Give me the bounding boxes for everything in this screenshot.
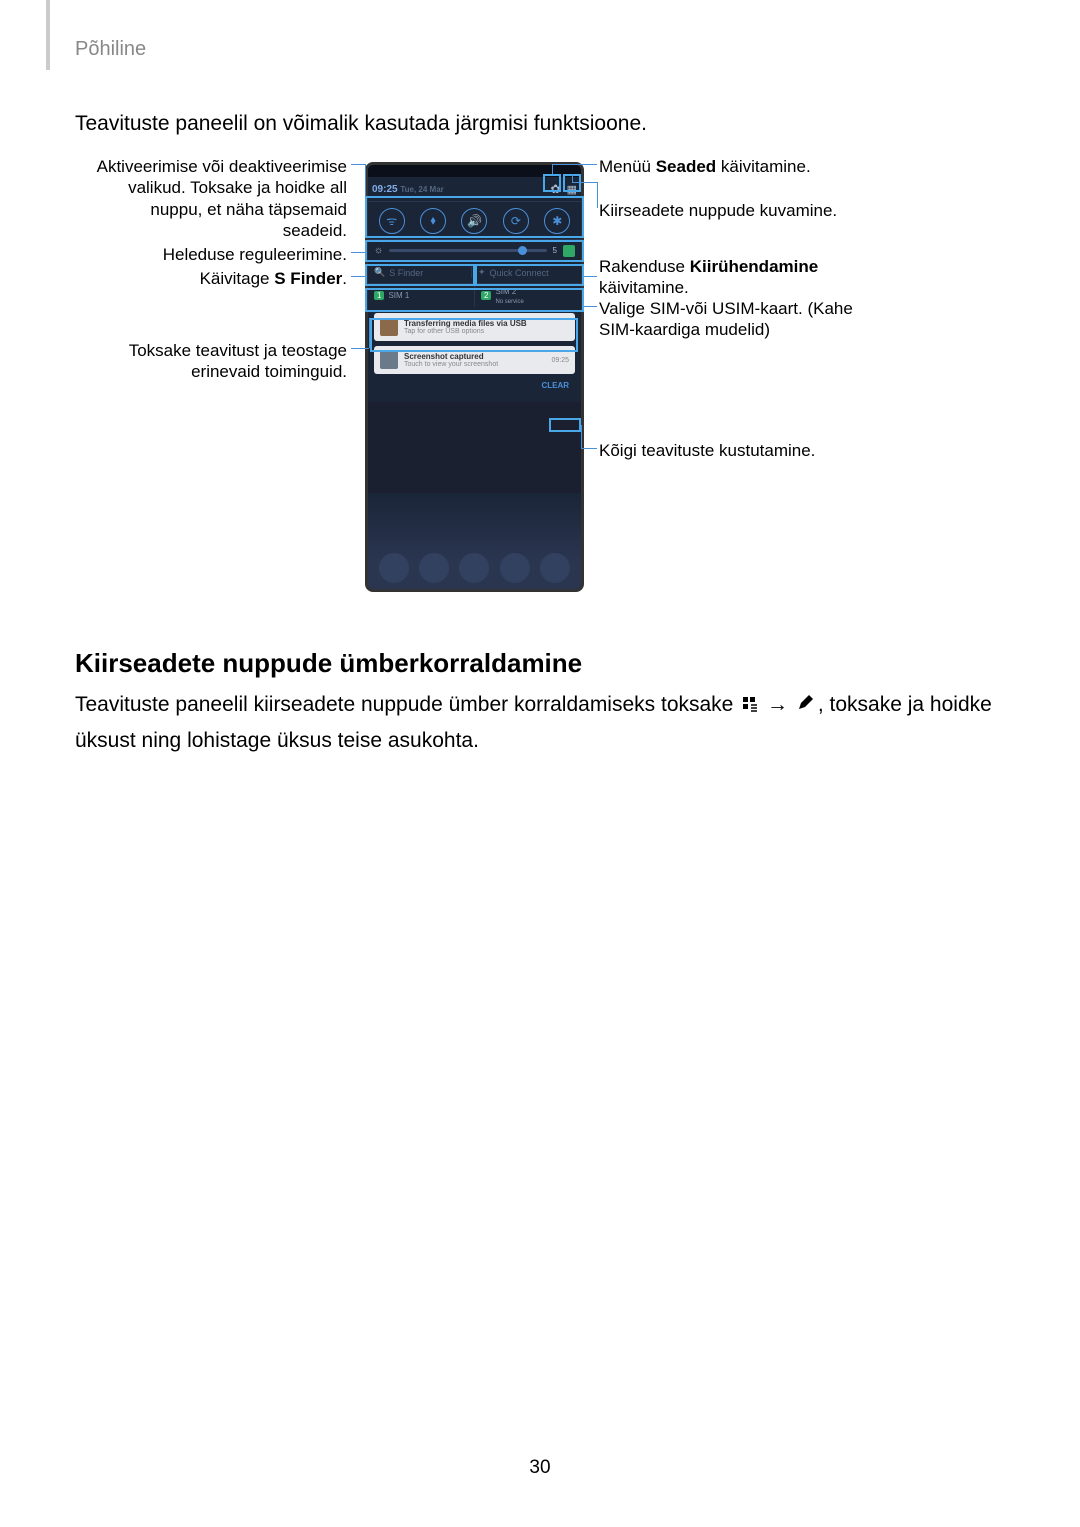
notif2-time: 09:25 — [551, 357, 569, 364]
header-rule — [46, 0, 50, 70]
location-icon: ⬧ — [420, 208, 446, 234]
search-icon: 🔍 — [374, 267, 385, 278]
browser-app-icon — [500, 553, 530, 583]
list-item: Transferring media files via USB Tap for… — [374, 313, 575, 341]
intro-text: Teavituste paneelil on võimalik kasutada… — [75, 112, 647, 136]
sfinder-row: 🔍 S Finder ✦ Quick Connect — [368, 261, 581, 283]
callout-sim-select: Valige SIM-või USIM-kaart. (Kahe SIM-kaa… — [599, 298, 979, 341]
callout-quicksettings-toggle: Aktiveerimise või deaktiveerimise valiku… — [75, 156, 347, 241]
quick-settings-row: ᯤ ⬧ 🔊 ⟳ ✱ — [368, 201, 581, 239]
messages-app-icon — [459, 553, 489, 583]
sim1-label: SIM 1 — [388, 291, 409, 300]
callout-quicksettings-show: Kiirseadete nuppude kuvamine. — [599, 200, 979, 221]
gear-icon: ✿ — [551, 182, 561, 196]
phone-app-icon — [379, 553, 409, 583]
usb-icon — [380, 318, 398, 336]
auto-brightness-check-icon — [563, 245, 575, 257]
page-number: 30 — [0, 1457, 1080, 1479]
sim2-badge: 2 — [481, 291, 491, 300]
home-dock — [368, 493, 581, 589]
brightness-icon: ☼ — [374, 245, 383, 256]
grid-edit-icon — [742, 688, 758, 724]
notification-list: Transferring media files via USB Tap for… — [368, 307, 581, 402]
rotate-icon: ⟳ — [503, 208, 529, 234]
notification-panel-diagram: 09:25 Tue, 24 Mar ✿ ▦ ᯤ ⬧ 🔊 ⟳ ✱ ☼ 5 � — [75, 150, 1005, 600]
callout-sfinder: Käivitage S Finder. — [75, 268, 347, 289]
notif1-title: Transferring media files via USB — [404, 319, 569, 328]
phone-time: 09:25 — [372, 184, 398, 195]
quickconnect-label: Quick Connect — [490, 268, 549, 278]
phone-mock: 09:25 Tue, 24 Mar ✿ ▦ ᯤ ⬧ 🔊 ⟳ ✱ ☼ 5 � — [365, 162, 584, 592]
sfinder-label: S Finder — [389, 268, 423, 278]
section-body: Teavituste paneelil kiirseadete nuppude … — [75, 687, 1005, 759]
header-section-label: Põhiline — [75, 38, 146, 61]
notif2-title: Screenshot captured — [404, 352, 545, 361]
clear-all: CLEAR — [374, 379, 575, 396]
sim2-sub: No service — [495, 299, 523, 305]
phone-date: Tue, 24 Mar — [400, 185, 443, 194]
sim2-label: SIM 2 — [495, 287, 516, 296]
list-item: Screenshot captured Touch to view your s… — [374, 346, 575, 374]
brightness-value: 5 — [553, 246, 557, 255]
grid-icon: ▦ — [567, 183, 577, 196]
sim1-badge: 1 — [374, 291, 384, 300]
screenshot-icon — [380, 351, 398, 369]
wifi-icon: ᯤ — [379, 208, 405, 234]
section-heading: Kiirseadete nuppude ümberkorraldamine — [75, 648, 582, 679]
pencil-icon — [797, 688, 815, 724]
contacts-app-icon — [419, 553, 449, 583]
callout-brightness: Heleduse reguleerimine. — [75, 244, 347, 265]
callout-quickconnect: Rakenduse Kiirühendamine käivitamine. — [599, 256, 979, 299]
notif2-sub: Touch to view your screenshot — [404, 361, 545, 368]
callout-notification-tap: Toksake teavitust ja teostage erinevaid … — [75, 340, 347, 383]
callout-clear-all: Kõigi teavituste kustutamine. — [599, 440, 979, 461]
bluetooth-icon: ✱ — [544, 208, 570, 234]
callout-settings-menu: Menüü Seaded käivitamine. — [599, 156, 979, 177]
sound-icon: 🔊 — [461, 208, 487, 234]
brightness-row: ☼ 5 — [368, 239, 581, 261]
quickconnect-icon: ✦ — [478, 267, 486, 278]
notif1-sub: Tap for other USB options — [404, 328, 569, 335]
sim-row: 1 SIM 1 2 SIM 2 No service — [368, 283, 581, 307]
apps-icon — [540, 553, 570, 583]
